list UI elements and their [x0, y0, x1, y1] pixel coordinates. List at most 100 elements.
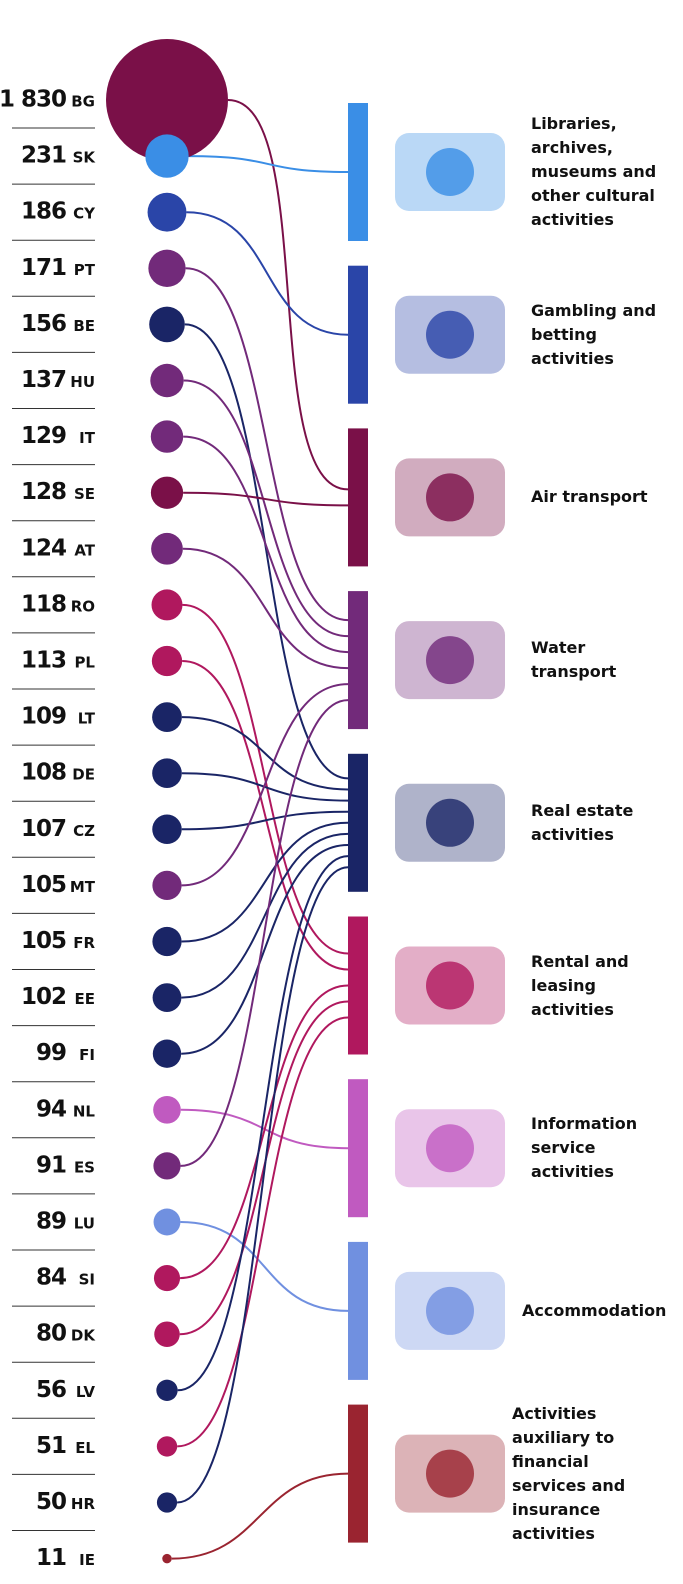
country-code: DE [72, 766, 95, 784]
country-code: LT [78, 710, 96, 728]
bubble [151, 532, 183, 565]
bubble [150, 476, 184, 509]
sector-icon [426, 798, 474, 847]
sector-icon [426, 310, 474, 359]
bubble [152, 814, 182, 845]
link [188, 155, 349, 173]
sector-icon [426, 1449, 474, 1498]
bubble [152, 870, 182, 901]
sector-bar [348, 103, 368, 241]
bubble [150, 363, 184, 398]
country-code: EL [75, 1439, 95, 1457]
bubble [148, 249, 186, 287]
sector-bar [348, 428, 368, 567]
link [180, 984, 349, 1280]
bubble [153, 1265, 181, 1292]
link [184, 323, 349, 780]
country-value: 231 [21, 143, 66, 169]
bubble [154, 1321, 180, 1347]
country-code: SE [74, 485, 95, 503]
country-value: 89 [36, 1209, 66, 1235]
country-value: 105 [21, 928, 66, 954]
country-value: 56 [36, 1377, 66, 1403]
bubble [152, 926, 182, 957]
sector-label: Libraries, archives, museums and other c… [531, 114, 657, 229]
link [181, 683, 349, 887]
country-value: 186 [21, 199, 66, 225]
sector-bar [348, 1404, 368, 1543]
bubble [151, 589, 183, 621]
country-value: 107 [21, 816, 66, 842]
sector-label: Accommodation [522, 1300, 667, 1320]
country-code: LV [76, 1383, 95, 1401]
sector-bar [348, 265, 368, 404]
country-value: 50 [36, 1489, 66, 1515]
bubble [152, 758, 182, 789]
country-value: 129 [21, 423, 66, 449]
country-code: SI [79, 1271, 95, 1289]
country-code: DK [71, 1327, 96, 1345]
bubble [153, 1095, 181, 1124]
link [181, 844, 349, 1055]
bubble [106, 39, 228, 161]
sector-label: Information service activities [531, 1114, 638, 1182]
bubble [151, 645, 183, 677]
bubble [152, 983, 182, 1013]
link [182, 660, 349, 971]
sector-icon [426, 636, 474, 685]
sector-label: Gambling and betting activities [531, 300, 657, 368]
bubble [145, 134, 189, 178]
link [177, 1016, 349, 1448]
sector-bar [348, 753, 368, 892]
link [180, 699, 349, 1167]
country-value: 105 [21, 872, 66, 898]
bubble [156, 1436, 178, 1457]
sector-label: Air transport [531, 487, 648, 507]
country-value: 128 [21, 479, 66, 505]
link [227, 99, 349, 491]
link [182, 603, 349, 955]
country-value: 102 [21, 984, 66, 1010]
sector-bar [348, 916, 368, 1055]
sector-bar [348, 1241, 368, 1380]
country-value: 109 [21, 704, 66, 730]
link [186, 211, 349, 336]
link [177, 855, 349, 1392]
country-code: CZ [73, 822, 95, 840]
country-code: HU [70, 373, 95, 391]
link [181, 810, 349, 831]
link [181, 716, 349, 791]
sector-icon [426, 148, 474, 196]
country-code: PT [74, 261, 96, 279]
sector-label: Activities auxiliary to financial servic… [512, 1403, 626, 1543]
link [185, 267, 349, 622]
link [183, 435, 349, 654]
sector-label: Real estate activities [531, 800, 634, 844]
country-value: 137 [21, 367, 66, 393]
link [182, 547, 349, 670]
country-value: 108 [21, 760, 66, 786]
country-code: SK [73, 149, 97, 167]
country-value: 80 [36, 1321, 66, 1347]
link [171, 1472, 349, 1560]
country-value: 11 [36, 1545, 66, 1571]
link [183, 379, 349, 638]
link [180, 1221, 349, 1312]
country-value: 171 [21, 255, 66, 281]
bubble [150, 420, 184, 453]
bubble [156, 1492, 178, 1513]
country-value: 94 [36, 1096, 66, 1122]
bubble [152, 1039, 182, 1068]
country-code: FI [79, 1046, 95, 1064]
sector-icon [426, 473, 474, 522]
bubble [156, 1379, 178, 1401]
country-code: NL [73, 1102, 96, 1120]
country-code: RO [71, 597, 95, 615]
link [177, 866, 349, 1504]
country-value: 51 [36, 1433, 66, 1459]
country-code: MT [70, 878, 96, 896]
bubble [152, 702, 182, 732]
country-code: BE [73, 317, 95, 335]
